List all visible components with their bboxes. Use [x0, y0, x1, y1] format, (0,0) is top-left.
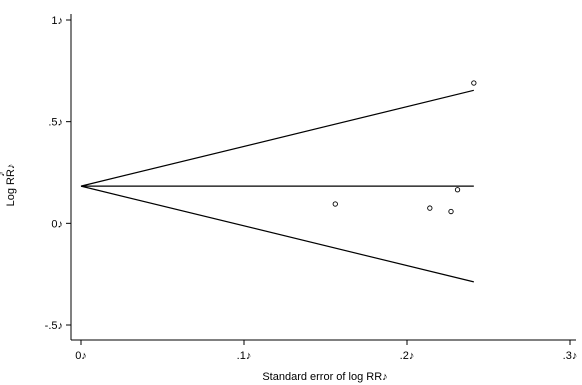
- funnel-lines: [80, 89, 474, 283]
- study-point: [332, 201, 338, 207]
- lower-limit-line: [80, 185, 474, 283]
- y-axis-title: Log RR♪: [5, 164, 17, 207]
- y-tick-label: -.5♪: [45, 320, 63, 332]
- study-point: [454, 187, 461, 193]
- study-points: [332, 80, 477, 215]
- y-tick-label: 1♪: [51, 15, 63, 27]
- y-axis-title-extra: ♪: [0, 171, 7, 177]
- axes: [70, 14, 576, 341]
- axis-ticks: -.5♪ 0♪ .5♪ 1♪ 0♪ .1♪ .2♪ .3♪: [45, 15, 578, 362]
- y-tick-label: 0♪: [51, 218, 63, 230]
- x-axis-title: Standard error of log RR♪: [262, 371, 387, 383]
- upper-limit-line: [80, 89, 474, 187]
- study-point: [427, 205, 433, 211]
- x-tick-label: 0♪: [75, 350, 87, 362]
- study-point: [471, 80, 477, 86]
- y-tick-label: .5♪: [48, 117, 63, 129]
- x-tick-label: .2♪: [400, 350, 415, 362]
- x-tick-label: .1♪: [237, 350, 252, 362]
- x-tick-label: .3♪: [563, 350, 578, 362]
- study-point: [448, 208, 454, 215]
